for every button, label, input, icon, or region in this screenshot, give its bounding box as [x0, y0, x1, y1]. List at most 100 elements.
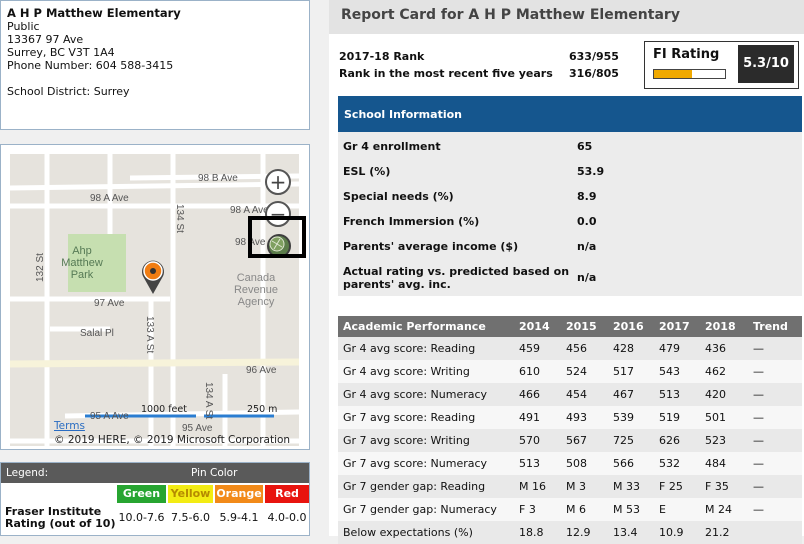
table-cell: 466 — [514, 383, 561, 406]
roads — [10, 154, 299, 446]
table-cell: 543 — [654, 360, 700, 383]
legend-range-yellow: 7.5-6.0 — [171, 511, 210, 524]
col-header: Trend — [748, 316, 802, 337]
park-label: Ahp — [72, 245, 92, 257]
street-label: 98 A Ave — [230, 205, 269, 216]
table-row: Gr 7 avg score: Writing 570 567 725 626 523— — [338, 429, 802, 452]
map-terms-link[interactable]: Terms — [54, 420, 85, 432]
row-label: Below expectations (%) — [338, 521, 514, 544]
legend-rating-label: Fraser Institute Rating (out of 10) — [5, 506, 115, 530]
fi-rating-label: FI Rating — [653, 47, 720, 62]
table-cell: F 3 — [514, 498, 561, 521]
school-info-header: School Information — [338, 96, 802, 132]
table-cell: 428 — [608, 337, 654, 360]
legend-pin-yellow: Yellow — [168, 485, 213, 503]
table-cell: 508 — [561, 452, 608, 475]
street-label: 96 Ave — [246, 365, 277, 376]
table-cell: 524 — [561, 360, 608, 383]
street-label: 97 Ave — [94, 298, 125, 309]
scale-label-feet: 1000 feet — [141, 404, 187, 415]
row-label: Gr 7 avg score: Numeracy — [338, 452, 514, 475]
si-value: n/a — [577, 240, 597, 253]
row-label: Gr 7 avg score: Writing — [338, 429, 514, 452]
table-cell: — — [748, 475, 802, 498]
table-row: Below expectations (%) 18.8 12.9 13.4 10.9 21… — [338, 521, 802, 544]
row-label: Gr 4 avg score: Reading — [338, 337, 514, 360]
table-cell — [748, 521, 802, 544]
table-cell: 420 — [700, 383, 748, 406]
school-pin-icon — [142, 260, 164, 294]
si-value: n/a — [577, 271, 597, 284]
phone-number: Phone Number: 604 588-3415 — [7, 59, 174, 72]
table-cell: 725 — [608, 429, 654, 452]
park-area — [68, 234, 126, 292]
table-cell: — — [748, 429, 802, 452]
table-row: Gr 4 avg score: Writing 610 524 517 543 462— — [338, 360, 802, 383]
table-cell: — — [748, 498, 802, 521]
address-line-2: Surrey, BC V3T 1A4 — [7, 46, 115, 59]
legend-header: Legend: Pin Color — [1, 463, 309, 483]
table-cell: 570 — [514, 429, 561, 452]
street-label: 98 B Ave — [198, 173, 238, 184]
poi-label: Agency — [238, 296, 275, 308]
table-cell: 501 — [700, 406, 748, 429]
table-cell: 519 — [654, 406, 700, 429]
si-label: French Immersion (%) — [343, 215, 480, 228]
map-view[interactable]: 98 A Ave 98 B Ave 98 A Ave 98 Ave 97 Ave… — [10, 154, 299, 446]
legend-title: Legend: — [6, 467, 49, 479]
table-cell: 21.2 — [700, 521, 748, 544]
si-label: parents' avg. inc. — [343, 278, 451, 291]
table-cell: M 3 — [561, 475, 608, 498]
si-value: 0.0 — [577, 215, 597, 228]
street-label: 98 A Ave — [90, 193, 129, 204]
col-header: 2014 — [514, 316, 561, 337]
table-cell: 493 — [561, 406, 608, 429]
si-value: 53.9 — [577, 165, 605, 178]
rank5-label: Rank in the most recent five years — [339, 67, 553, 80]
zoom-in-icon: + — [269, 170, 287, 194]
poi-label: Canada — [237, 272, 276, 284]
table-cell: — — [748, 337, 802, 360]
table-cell: 479 — [654, 337, 700, 360]
table-cell: 513 — [654, 383, 700, 406]
report-card-title: Report Card for A H P Matthew Elementary — [329, 0, 804, 34]
park-label: Park — [71, 269, 94, 281]
table-cell: 532 — [654, 452, 700, 475]
address-line-1: 13367 97 Ave — [7, 33, 84, 46]
rating-label-line2: Rating (out of 10) — [5, 517, 116, 530]
pin-color-label: Pin Color — [191, 467, 238, 479]
zoom-in-button[interactable]: + — [265, 169, 291, 195]
school-type: Public — [7, 20, 40, 33]
table-cell: 459 — [514, 337, 561, 360]
table-cell: M 6 — [561, 498, 608, 521]
legend-range-orange: 5.9-4.1 — [219, 511, 259, 524]
col-header: 2016 — [608, 316, 654, 337]
row-label: Gr 7 gender gap: Reading — [338, 475, 514, 498]
table-cell: M 33 — [608, 475, 654, 498]
park-label: Matthew — [61, 257, 103, 269]
col-header: 2018 — [700, 316, 748, 337]
highlight-box — [248, 216, 306, 258]
table-cell: 610 — [514, 360, 561, 383]
table-cell: E — [654, 498, 700, 521]
legend-range-green: 10.0-7.6 — [118, 511, 165, 524]
map-card: 98 A Ave 98 B Ave 98 A Ave 98 Ave 97 Ave… — [0, 144, 310, 450]
school-district: School District: Surrey — [7, 85, 130, 98]
school-info-table: Gr 4 enrollment 65 ESL (%) 53.9 Special … — [338, 132, 802, 296]
rank5-value: 316/805 — [569, 67, 619, 80]
fi-rating-box: FI Rating 5.3/10 — [644, 41, 799, 89]
table-cell: 567 — [561, 429, 608, 452]
fi-rating-score: 5.3/10 — [738, 45, 794, 83]
street-label: 133 A St — [144, 316, 155, 353]
table-cell: — — [748, 360, 802, 383]
map-attribution: © 2019 HERE, © 2019 Microsoft Corporatio… — [54, 434, 291, 446]
row-label: Gr 7 avg score: Reading — [338, 406, 514, 429]
table-cell: M 53 — [608, 498, 654, 521]
table-cell: 523 — [700, 429, 748, 452]
table-cell: 626 — [654, 429, 700, 452]
zoom-out-button[interactable]: − — [265, 201, 291, 227]
table-cell: — — [748, 452, 802, 475]
street-label: 134 St — [174, 204, 185, 233]
